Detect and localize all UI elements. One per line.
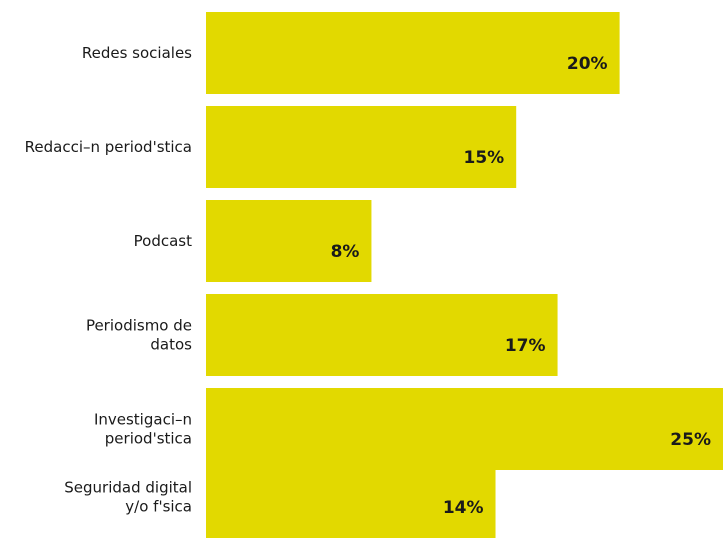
bar-4 xyxy=(206,294,558,376)
category-label-5: Investigaci–n period'stica xyxy=(94,411,192,448)
value-label-5: 25% xyxy=(670,430,711,450)
bar-1 xyxy=(206,12,620,94)
category-label-2: Redacci–n period'stica xyxy=(25,138,192,156)
bar-2 xyxy=(206,106,517,188)
bar-6 xyxy=(206,456,496,538)
value-label-6: 14% xyxy=(443,498,484,518)
value-label-2: 15% xyxy=(463,148,504,168)
value-label-3: 8% xyxy=(331,242,360,262)
category-label-3: Podcast xyxy=(134,232,192,250)
category-label-1: Redes sociales xyxy=(82,44,192,62)
value-label-1: 20% xyxy=(567,54,608,74)
category-label-4: Periodismo de datos xyxy=(86,317,192,354)
category-label-6: Seguridad digital y/o f'sica xyxy=(64,479,192,516)
bar-3 xyxy=(206,200,372,282)
value-label-4: 17% xyxy=(505,336,546,356)
